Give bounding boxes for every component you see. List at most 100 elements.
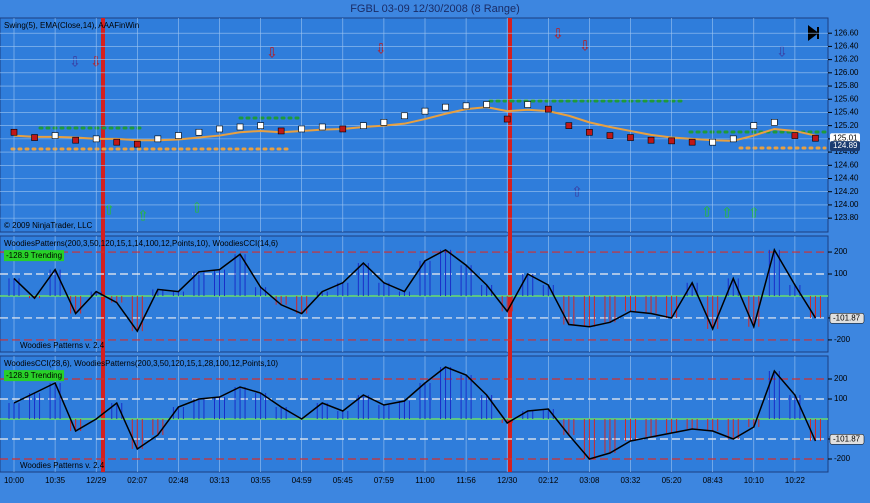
arrow: ⇧ xyxy=(103,202,115,218)
price-panel xyxy=(0,17,829,233)
arrow: ⇩ xyxy=(579,38,591,54)
y-tick-label: 124.00 xyxy=(834,200,859,209)
x-tick-label: 03:08 xyxy=(579,476,600,485)
price-bar xyxy=(380,119,388,126)
x-tick-label: 04:59 xyxy=(292,476,313,485)
x-tick-label: 10:10 xyxy=(744,476,765,485)
price-bar xyxy=(647,136,655,144)
arrow: ⇧ xyxy=(701,204,713,220)
session-break xyxy=(101,18,105,472)
y-tick-label: 126.60 xyxy=(834,28,859,37)
price-bar xyxy=(565,122,573,129)
y-tick-label: 200 xyxy=(834,374,848,383)
status-box xyxy=(4,370,65,382)
price-bar xyxy=(503,115,511,123)
y-tick-label: 124.80 xyxy=(834,147,859,156)
y-tick-label: 125.60 xyxy=(834,94,859,103)
price-bar xyxy=(31,134,38,141)
status-label: -128.9 Trending xyxy=(6,371,62,380)
price-bar xyxy=(462,102,470,110)
x-tick-label: 10:22 xyxy=(785,476,806,485)
price-bar xyxy=(72,136,79,144)
last-value-box xyxy=(829,434,865,445)
y-tick-label: 123.80 xyxy=(834,213,859,222)
x-tick-label: 03:32 xyxy=(620,476,641,485)
y-tick-label: 125.80 xyxy=(834,81,859,90)
price-bar xyxy=(175,132,182,139)
price-bar xyxy=(92,135,100,143)
x-tick-label: 08:43 xyxy=(703,476,724,485)
panel-footer: Woodies Patterns v. 2.4 xyxy=(20,461,105,470)
price-bar xyxy=(709,138,717,146)
panel-label: WoodiesPatterns(200,3,50,120,15,1,14,100… xyxy=(4,239,278,248)
y-tick-label: -200 xyxy=(834,454,851,463)
price-bar xyxy=(750,122,758,129)
cci-panel xyxy=(0,235,829,353)
x-tick-label: 10:35 xyxy=(45,476,66,485)
last-value-label: -101.87 xyxy=(833,434,861,443)
price-bar xyxy=(586,128,593,136)
session-break xyxy=(508,18,512,472)
panel-label: WoodiesCCI(28,6), WoodiesPatterns(200,3,… xyxy=(4,359,278,368)
arrow: ⇩ xyxy=(552,26,564,42)
arrow: ⇧ xyxy=(137,208,149,224)
arrow: ⇩ xyxy=(69,54,81,70)
x-tick-label: 02:12 xyxy=(538,476,559,485)
price-bar xyxy=(729,135,737,143)
y-tick-label: 200 xyxy=(834,247,848,256)
price-bar xyxy=(421,107,429,115)
price-bar xyxy=(134,140,141,148)
price-marker-label: 124.89 xyxy=(833,141,858,150)
cci-line xyxy=(13,366,817,460)
x-tick-label: 11:56 xyxy=(456,476,476,485)
y-tick-label: 126.00 xyxy=(834,68,859,77)
x-tick-label: 12/29 xyxy=(86,476,107,485)
arrow: ⇧ xyxy=(721,205,733,221)
price-bar xyxy=(339,125,347,133)
session-breaks xyxy=(101,18,512,472)
x-tick-label: 03:55 xyxy=(251,476,272,485)
price-bar xyxy=(524,101,532,108)
cci-line xyxy=(13,247,817,333)
x-tick-label: 11:00 xyxy=(415,476,435,485)
x-tick-label: 03:13 xyxy=(209,476,230,485)
y-tick-label: 124.40 xyxy=(834,174,859,183)
x-tick-label: 10:00 xyxy=(4,476,25,485)
price-bar xyxy=(360,122,367,129)
price-bar xyxy=(318,123,326,131)
price-bar xyxy=(606,132,614,139)
price-bar xyxy=(688,138,696,146)
price-bar xyxy=(195,128,203,136)
price-bar xyxy=(51,132,59,139)
status-box xyxy=(4,250,65,262)
y-tick-label: 100 xyxy=(834,269,848,278)
price-bar xyxy=(791,132,799,139)
chart-title: FGBL 03-09 12/30/2008 (8 Range) xyxy=(350,3,520,15)
price-bar xyxy=(113,138,121,146)
x-tick-label: 05:45 xyxy=(333,476,354,485)
x-tick-label: 02:07 xyxy=(127,476,148,485)
arrow: ⇩ xyxy=(776,44,788,60)
panel-footer: Woodies Patterns v. 2.4 xyxy=(20,341,105,350)
y-tick-label: 124.20 xyxy=(834,187,859,196)
x-tick-label: 07:59 xyxy=(374,476,395,485)
y-tick-label: 126.20 xyxy=(834,55,859,64)
price-bar xyxy=(298,125,306,133)
x-tick-label: 05:20 xyxy=(662,476,683,485)
price-bar xyxy=(668,137,675,145)
price-bar xyxy=(236,123,244,131)
price-bar xyxy=(154,135,162,143)
arrow: ⇩ xyxy=(266,45,278,61)
arrow: ⇩ xyxy=(375,41,387,57)
y-tick-label: -200 xyxy=(834,335,851,344)
price-bar xyxy=(442,103,449,111)
y-tick-label: 126.40 xyxy=(834,42,859,51)
price-bar xyxy=(216,125,223,133)
last-value-box xyxy=(829,313,865,324)
x-tick-label: 02:48 xyxy=(168,476,189,485)
credit: © 2009 NinjaTrader, LLC xyxy=(4,221,93,230)
last-value-label: -101.87 xyxy=(833,313,861,322)
price-bar xyxy=(401,112,408,120)
panel-label: Swing(5), EMA(Close,14), AAAFinWin xyxy=(4,21,139,30)
price-bar xyxy=(544,105,552,113)
